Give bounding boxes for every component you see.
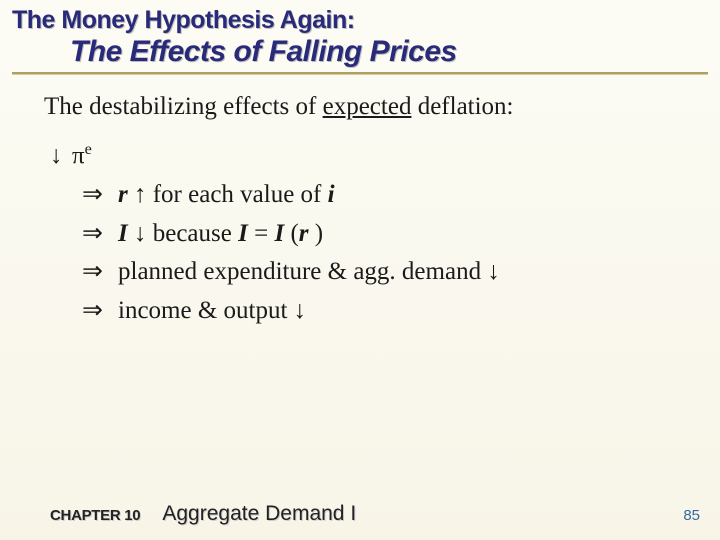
- intro-underlined: expected: [323, 93, 412, 120]
- down-arrow-icon: ↓: [134, 220, 147, 247]
- footer-title: Aggregate Demand I: [162, 502, 356, 526]
- title-block: The Money Hypothesis Again: The Effects …: [0, 0, 720, 69]
- footer: CHAPTER 10 Aggregate Demand I 85: [0, 502, 720, 526]
- bullet-row: ⇒ r ↑ for each value of i: [82, 176, 690, 215]
- page-number: 85: [683, 507, 700, 524]
- text: planned expenditure & agg. demand: [118, 258, 487, 285]
- var-I: I: [118, 220, 128, 247]
- bullet-row: ⇒ planned expenditure & agg. demand ↓: [82, 253, 690, 292]
- bullet-list: ⇒ r ↑ for each value of i ⇒ I ↓ because …: [44, 176, 690, 331]
- pi-superscript: e: [85, 140, 92, 158]
- title-line1: The Money Hypothesis Again:: [12, 6, 708, 35]
- intro-line: The destabilizing effects of expected de…: [44, 88, 690, 127]
- down-arrow-icon: ↓: [50, 137, 72, 176]
- implies-icon: ⇒: [82, 176, 108, 215]
- eq-close: ): [315, 220, 323, 247]
- pi-line: ↓πe: [44, 137, 690, 176]
- implies-icon: ⇒: [82, 253, 108, 292]
- implies-icon: ⇒: [82, 215, 108, 254]
- content-block: The destabilizing effects of expected de…: [0, 74, 720, 331]
- up-arrow-icon: ↑: [134, 181, 147, 208]
- bullet-row: ⇒ I ↓ because I = I (r ): [82, 215, 690, 254]
- eq-func: I: [274, 220, 290, 247]
- text: for each value of: [146, 181, 327, 208]
- pi-symbol: π: [72, 142, 85, 169]
- bullet-text: r ↑ for each value of i: [118, 176, 335, 215]
- eq-open: (: [290, 220, 298, 247]
- intro-prefix: The destabilizing effects of: [44, 93, 323, 120]
- eq-lhs: I: [238, 220, 248, 247]
- eq-eq: =: [248, 220, 275, 247]
- implies-icon: ⇒: [82, 292, 108, 331]
- bullet-text: income & output ↓: [118, 292, 306, 331]
- bullet-text: planned expenditure & agg. demand ↓: [118, 253, 500, 292]
- text: income & output: [118, 297, 294, 324]
- intro-suffix: deflation:: [411, 93, 513, 120]
- chapter-label: CHAPTER 10: [50, 507, 140, 524]
- down-arrow-icon: ↓: [294, 297, 307, 324]
- title-line2: The Effects of Falling Prices: [12, 35, 708, 69]
- var-i: i: [328, 181, 335, 208]
- bullet-row: ⇒ income & output ↓: [82, 292, 690, 331]
- var-r: r: [118, 181, 128, 208]
- down-arrow-icon: ↓: [487, 258, 500, 285]
- bullet-text: I ↓ because I = I (r ): [118, 215, 323, 254]
- text: because: [146, 220, 238, 247]
- eq-arg: r: [299, 220, 315, 247]
